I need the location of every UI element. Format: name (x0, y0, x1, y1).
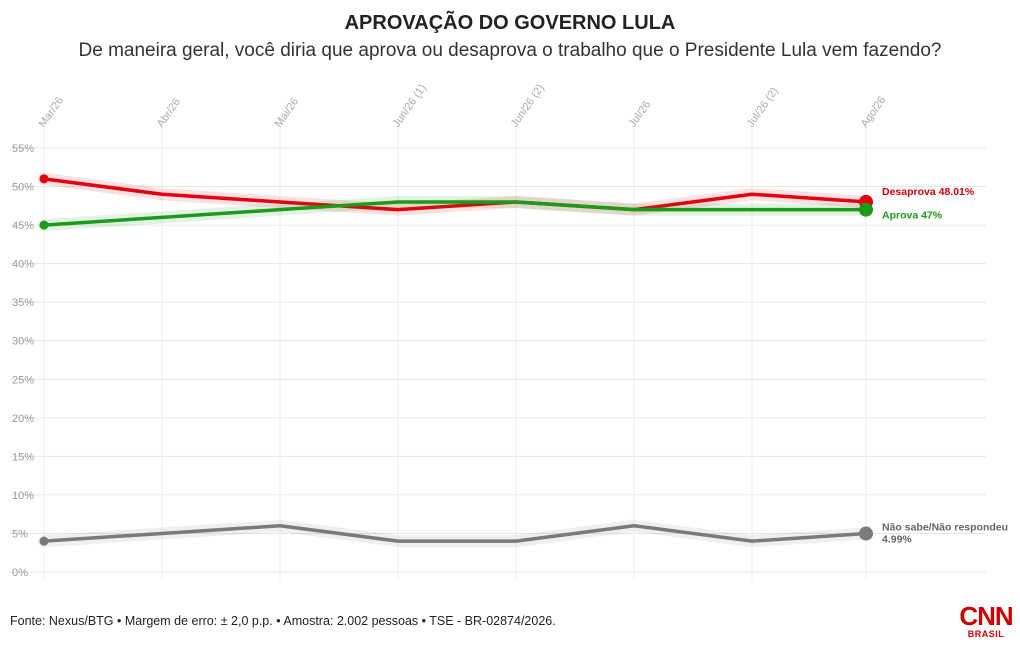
series-start-point (39, 536, 49, 546)
x-tick-label: Mar/26 (37, 95, 66, 130)
y-tick-label: 20% (12, 413, 34, 425)
y-tick-label: 10% (12, 490, 34, 502)
y-tick-label: 35% (12, 297, 34, 309)
x-axis-ticks: Mar/26 Abr/26 Mai/26 Jun/26 (1) Jun/26 (2) Ju… (37, 82, 889, 129)
x-tick-label: Jun/26 (2) (509, 82, 547, 129)
series-end-label: Desaprova 48.01% (882, 186, 975, 198)
series-end-point (859, 526, 873, 541)
y-tick-label: 45% (12, 220, 34, 232)
y-axis-ticks: 0% 5% 10% 15% 20% 25% 30% 35% 40% 45% 50% 55% (12, 143, 34, 579)
x-tick-label: Abr/26 (155, 96, 183, 129)
x-tick-label: Jul/26 (2) (745, 85, 781, 129)
chart-title: APROVAÇÃO DO GOVERNO LULA (344, 12, 676, 34)
chart-subtitle: De maneira geral, você diria que aprova … (78, 40, 942, 61)
x-tick-label: Mai/26 (273, 96, 302, 130)
series-end-label: Não sabe/Não respondeu (882, 522, 1008, 534)
series-end-point (859, 202, 873, 217)
logo-region-text: BRASIL (967, 629, 1005, 639)
y-tick-label: 30% (12, 336, 34, 348)
y-tick-label: 25% (12, 374, 34, 386)
y-tick-label: 5% (12, 528, 28, 540)
y-tick-label: 40% (12, 259, 34, 271)
x-tick-label: Jul/26 (627, 99, 654, 130)
source-note: Fonte: Nexus/BTG • Margem de erro: ± 2,0… (10, 614, 556, 628)
y-tick-label: 15% (12, 451, 34, 463)
series-end-label: Aprova 47% (882, 210, 943, 222)
series-end-value: 4.99% (882, 534, 912, 546)
logo-brand-text: CNN (959, 601, 1013, 631)
x-tick-label: Jun/26 (1) (391, 82, 429, 129)
series-start-point (39, 220, 49, 230)
line-chart: Mar/26 Abr/26 Mai/26 Jun/26 (1) Jun/26 (2) Ju… (10, 82, 1008, 580)
series-halo (38, 195, 872, 232)
y-tick-label: 55% (12, 143, 34, 155)
series-line-aprova (42, 200, 868, 227)
cnn-brasil-logo: CNN BRASIL (958, 603, 1014, 643)
x-tick-label: Ago/26 (859, 94, 889, 129)
end-labels: Desaprova 48.01% Aprova 47% Não sabe/Não r… (882, 186, 1008, 546)
y-tick-label: 50% (12, 182, 34, 194)
series-start-point (39, 174, 49, 184)
series-lines (38, 172, 873, 548)
series-line-desaprova (42, 177, 868, 212)
series-line-n-o-sabe-n-o-respondeu (42, 523, 868, 543)
y-tick-label: 0% (12, 567, 28, 579)
